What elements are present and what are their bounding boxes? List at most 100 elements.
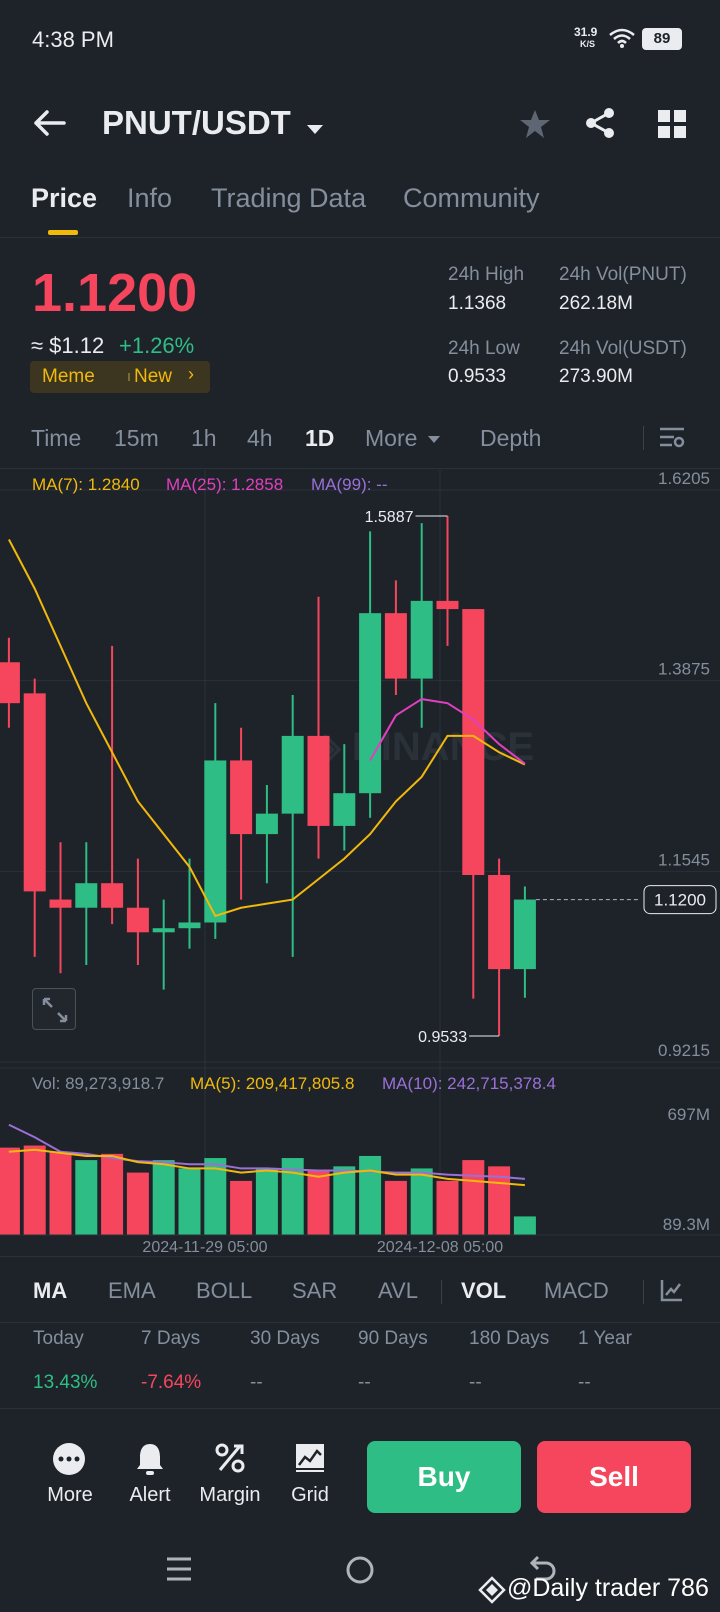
alert-label: Alert — [129, 1484, 171, 1506]
candle-body — [359, 613, 382, 794]
perf-7d-value: -7.64% — [141, 1372, 202, 1393]
home-icon[interactable] — [345, 1555, 375, 1585]
ind-ma[interactable]: MA — [33, 1278, 68, 1303]
tag-meme: Meme — [42, 366, 95, 387]
candle-body — [281, 735, 304, 814]
perf-today-label: Today — [33, 1328, 84, 1349]
indicator-settings-icon[interactable] — [660, 1278, 684, 1302]
divider — [0, 1256, 720, 1257]
candle-body — [126, 907, 149, 933]
volume-bar — [49, 1151, 72, 1235]
chevron-down-icon — [307, 124, 324, 134]
tf-15m[interactable]: 15m — [114, 425, 159, 451]
price-axis-label: 1.6205 — [658, 470, 710, 488]
min-price-label: 0.9533 — [418, 1029, 467, 1046]
ind-boll[interactable]: BOLL — [196, 1278, 253, 1303]
share-icon[interactable] — [583, 106, 617, 140]
alert-button[interactable]: Alert — [105, 1440, 195, 1515]
max-price-label: 1.5887 — [365, 509, 414, 526]
candle-body — [178, 922, 201, 929]
candle-body — [333, 793, 356, 826]
price-chart[interactable]: ◈ BINANCE 697M 89.3M 2024-11-29 05:00 2024-… — [0, 470, 720, 1260]
tab-price[interactable]: Price — [31, 183, 98, 213]
margin-button[interactable]: Margin — [185, 1440, 275, 1515]
recents-icon[interactable] — [165, 1555, 193, 1583]
ind-sar[interactable]: SAR — [292, 1278, 338, 1303]
candle-body — [204, 760, 227, 923]
stat-high-label: 24h High — [448, 264, 525, 285]
ind-vol[interactable]: VOL — [461, 1278, 507, 1303]
tab-info[interactable]: Info — [127, 183, 173, 213]
perf-1y-label: 1 Year — [578, 1328, 632, 1349]
volume-bar — [126, 1172, 149, 1235]
volume-bar — [23, 1145, 46, 1235]
pair-title: PNUT/USDT — [102, 104, 291, 141]
tf-more[interactable]: More — [365, 425, 418, 451]
perf-90d-value: -- — [358, 1372, 371, 1393]
sell-button[interactable]: Sell — [537, 1441, 691, 1513]
watermark-text: @Daily trader 786 — [507, 1574, 709, 1602]
volume-bar — [0, 1147, 20, 1235]
tab-community[interactable]: Community — [403, 183, 540, 213]
more-button[interactable]: More — [25, 1440, 115, 1515]
perf-7d-label: 7 Days — [141, 1328, 201, 1349]
grid-menu-icon[interactable] — [658, 110, 686, 138]
divider — [0, 1322, 720, 1323]
stat-low-value: 0.9533 — [448, 366, 507, 387]
volume-bar — [410, 1168, 433, 1235]
binance-watermark: ◈ BINANCE — [309, 725, 534, 769]
volume-bar — [255, 1168, 278, 1235]
ma99-legend: MA(99): -- — [311, 475, 388, 494]
stat-high-value: 1.1368 — [448, 293, 507, 314]
wifi-icon — [609, 28, 635, 48]
tab-active-indicator — [48, 230, 78, 235]
chart-settings-icon[interactable] — [658, 425, 686, 451]
pair-selector[interactable]: PNUT/USDT — [102, 104, 325, 144]
tf-depth[interactable]: Depth — [480, 425, 542, 451]
volume-bar — [436, 1180, 459, 1235]
sell-label: Sell — [589, 1461, 639, 1492]
vol-ma10-legend: MA(10): 242,715,378.4 — [382, 1074, 556, 1093]
more-caret-icon — [428, 436, 440, 443]
candle-body — [436, 600, 459, 610]
buy-button[interactable]: Buy — [367, 1441, 521, 1513]
price-axis-label: 1.3875 — [658, 660, 710, 679]
perf-30d-value: -- — [250, 1372, 263, 1393]
tf-4h[interactable]: 4h — [247, 425, 273, 451]
perf-180d-value: -- — [469, 1372, 482, 1393]
divider — [441, 1280, 442, 1304]
star-icon[interactable] — [518, 108, 552, 140]
candle-body — [101, 883, 124, 908]
back-nav-icon[interactable] — [526, 1553, 556, 1583]
grid-trading-icon — [296, 1444, 324, 1472]
stat-low-label: 24h Low — [448, 338, 520, 359]
candle-body — [75, 883, 98, 908]
tag-chip[interactable]: Meme New › — [30, 361, 210, 393]
candle-body — [49, 899, 72, 908]
tf-1h[interactable]: 1h — [191, 425, 217, 451]
ma25-line — [369, 698, 526, 765]
back-arrow-icon[interactable] — [32, 108, 68, 138]
ind-macd[interactable]: MACD — [544, 1278, 609, 1303]
tf-1d[interactable]: 1D — [305, 425, 335, 451]
candle-body — [462, 609, 485, 876]
perf-1y-value: -- — [578, 1372, 591, 1393]
perf-today-value: 13.43% — [33, 1372, 98, 1393]
ind-avl[interactable]: AVL — [378, 1278, 418, 1303]
expand-chart-button[interactable] — [32, 988, 76, 1030]
candle-body — [152, 928, 175, 933]
candle-body — [488, 875, 511, 970]
watermark-logo-icon — [478, 1576, 506, 1604]
stat-vol-base-label: 24h Vol(PNUT) — [559, 264, 687, 285]
status-time: 4:38 PM — [32, 27, 114, 52]
chevron-right-icon: › — [188, 364, 194, 384]
expand-icon — [42, 997, 68, 1023]
candle-body — [230, 760, 253, 835]
volume-bar — [333, 1166, 356, 1235]
tf-time[interactable]: Time — [31, 425, 82, 451]
grid-button[interactable]: Grid — [265, 1440, 355, 1515]
divider — [643, 426, 644, 450]
network-speed-unit: K/S — [580, 39, 596, 49]
ind-ema[interactable]: EMA — [108, 1278, 156, 1303]
tab-trading-data[interactable]: Trading Data — [211, 183, 367, 213]
